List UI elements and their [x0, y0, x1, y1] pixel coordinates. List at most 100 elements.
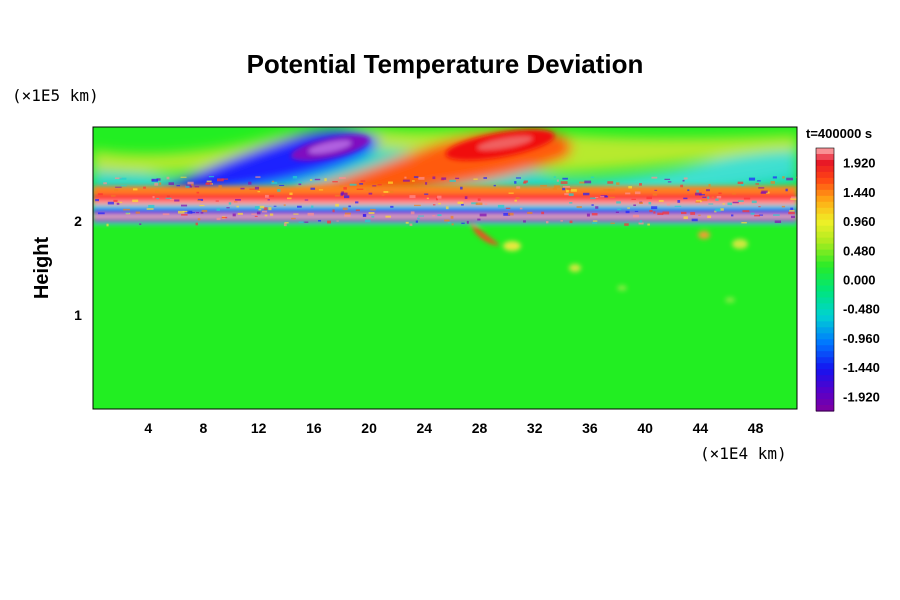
speckle — [519, 207, 523, 210]
speckle — [554, 185, 560, 188]
speckle — [497, 204, 505, 208]
shear-pink-band — [93, 200, 797, 205]
speckle — [560, 181, 568, 184]
speckle — [570, 189, 577, 192]
speckle — [781, 205, 786, 208]
speckle — [445, 206, 449, 210]
speckle — [201, 209, 208, 213]
speckle — [714, 210, 717, 213]
speckle — [696, 189, 699, 193]
speckle — [603, 189, 611, 192]
colorbar-swatch — [816, 387, 834, 394]
eddy-5 — [725, 297, 735, 303]
speckle — [338, 177, 346, 179]
speckle — [292, 176, 298, 179]
speckle — [196, 191, 200, 194]
speckle — [790, 197, 797, 201]
speckle — [117, 201, 123, 203]
speckle — [770, 181, 775, 184]
speckle — [113, 199, 118, 202]
colorbar-tick-label: 1.440 — [843, 185, 876, 200]
speckle — [773, 214, 780, 216]
speckle — [505, 207, 511, 209]
colorbar-swatch — [816, 327, 834, 334]
speckle — [634, 191, 641, 195]
speckle — [336, 220, 339, 222]
speckle — [284, 222, 289, 224]
speckle — [343, 187, 347, 190]
speckle — [413, 176, 419, 178]
speckle — [182, 210, 189, 213]
speckle — [628, 186, 633, 189]
speckle — [143, 186, 146, 189]
speckle — [683, 177, 688, 180]
speckle — [197, 199, 201, 202]
speckle — [180, 204, 188, 207]
speckle — [523, 220, 526, 223]
speckle — [293, 213, 299, 215]
speckle — [123, 208, 130, 211]
speckle — [720, 208, 724, 211]
speckle — [155, 190, 160, 193]
speckle — [409, 195, 416, 199]
speckle — [649, 209, 653, 213]
colorbar-swatch — [816, 357, 834, 364]
x-tick-label: 12 — [251, 420, 267, 436]
speckle — [785, 188, 788, 192]
speckle — [503, 213, 511, 216]
speckle — [103, 182, 107, 185]
speckle — [647, 223, 650, 226]
speckle — [754, 214, 761, 217]
speckle — [177, 210, 185, 214]
speckle — [731, 214, 734, 217]
speckle — [226, 207, 230, 209]
speckle — [139, 223, 142, 225]
speckle — [795, 186, 797, 189]
speckle — [701, 198, 708, 202]
speckle — [683, 197, 688, 200]
colorbar-frame — [815, 147, 835, 412]
speckle — [371, 215, 375, 218]
speckle — [409, 223, 413, 226]
speckle — [156, 198, 160, 200]
speckle — [299, 181, 302, 184]
speckle — [595, 206, 599, 209]
speckle — [216, 217, 221, 221]
x-ticks: 4 8 12 16 20 24 28 32 36 40 44 48 — [144, 420, 763, 436]
speckle — [617, 208, 622, 211]
speckle — [383, 190, 390, 193]
speckle — [625, 192, 631, 195]
speckle — [674, 205, 682, 207]
speckle — [627, 207, 630, 209]
speckle — [355, 209, 360, 212]
speckle — [310, 187, 316, 190]
speckle — [221, 178, 229, 180]
speckle — [418, 176, 425, 180]
speckle — [788, 211, 795, 215]
y-tick-label: 1 — [74, 307, 82, 323]
speckle — [584, 180, 592, 184]
colorbar-swatch — [816, 321, 834, 328]
speckle — [165, 197, 172, 199]
speckle — [615, 211, 619, 213]
colorbar-tick-label: -1.920 — [843, 389, 880, 404]
speckle — [277, 189, 281, 192]
speckle — [271, 181, 278, 184]
speckle — [475, 202, 483, 206]
plot-frame — [92, 126, 798, 410]
colorbar-tick-label: 1.920 — [843, 156, 876, 171]
colorbar-swatch — [816, 279, 834, 287]
speckle — [545, 221, 549, 224]
speckle — [254, 206, 262, 210]
y-ticks: 12 — [74, 213, 82, 323]
speckle — [162, 213, 170, 216]
speckle — [291, 217, 296, 220]
speckle — [185, 185, 190, 188]
speckle — [432, 204, 436, 206]
speckle — [447, 221, 451, 224]
speckle — [356, 188, 364, 190]
speckle — [653, 211, 656, 214]
speckle — [737, 200, 744, 202]
colorbar-swatch — [816, 237, 834, 245]
